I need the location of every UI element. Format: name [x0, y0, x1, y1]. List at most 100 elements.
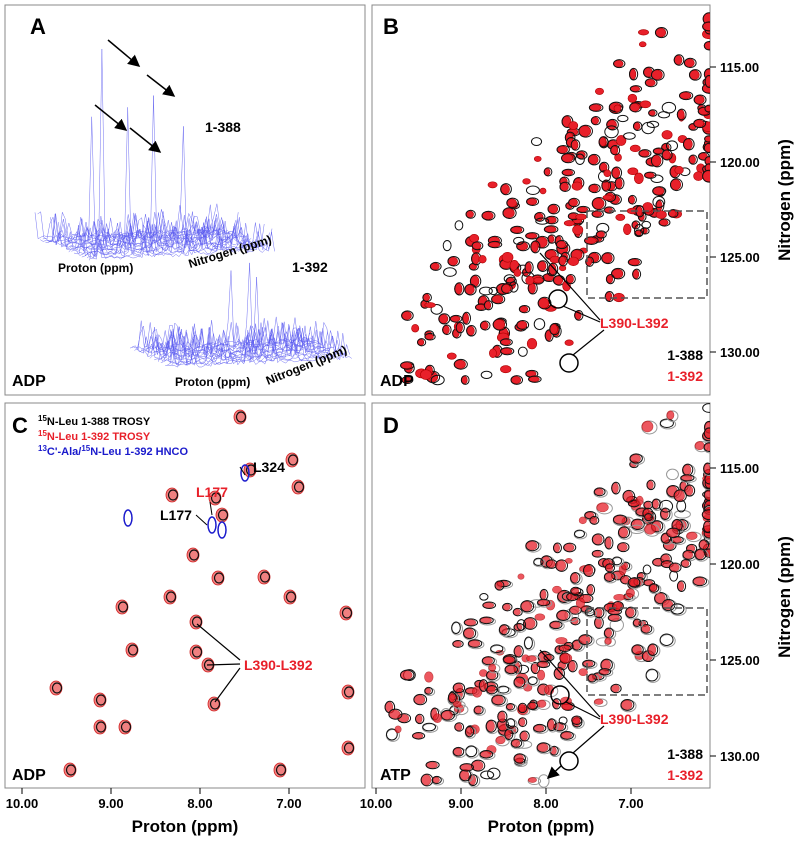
y-tick-label: 115.00	[720, 461, 759, 476]
condition-label: ADP	[12, 767, 46, 784]
peak-contour	[640, 624, 653, 634]
peak-contour	[648, 109, 658, 117]
arrow	[94, 104, 128, 131]
peak-contour	[525, 540, 540, 552]
y-axis-title: Nitrogen (ppm)	[775, 139, 794, 261]
peak-contour	[682, 137, 695, 151]
peak-contour	[631, 644, 644, 656]
highlight-circle	[559, 353, 579, 373]
peak-contour	[191, 646, 203, 658]
peak-contour	[479, 593, 489, 601]
peak-red	[394, 725, 402, 734]
spectrum-trace	[86, 223, 273, 260]
peak-contour	[473, 705, 484, 715]
peak-contour	[425, 760, 440, 770]
pointer-line	[214, 667, 241, 703]
peak-contour	[513, 676, 526, 688]
peak-red	[661, 130, 673, 140]
peak-contour	[648, 583, 660, 593]
peak-contour	[479, 320, 491, 331]
peak-red	[633, 172, 644, 184]
peak-contour	[400, 361, 415, 370]
peak-contour	[397, 713, 412, 724]
y-tick-label: 115.00	[720, 60, 759, 75]
peak-contour	[481, 656, 495, 666]
peak-contour	[604, 125, 619, 139]
peak-contour	[167, 489, 179, 501]
peak-contour	[567, 660, 578, 673]
peak-contour	[513, 622, 525, 632]
peak-red	[527, 777, 537, 783]
peak-contour	[703, 489, 710, 501]
highlight-circle	[559, 751, 579, 771]
legend-entry: 1-388	[667, 746, 703, 762]
peak-contour	[660, 507, 671, 520]
annotation: L390-L392	[600, 711, 669, 727]
axis-label: Proton (ppm)	[58, 261, 133, 275]
peak-contour	[488, 286, 499, 296]
peak-contour	[417, 338, 427, 347]
peak-contour	[611, 267, 626, 280]
peak-contour	[420, 773, 434, 787]
peak-contour	[536, 742, 551, 753]
peak-contour	[165, 591, 177, 603]
peak-contour	[703, 462, 710, 475]
peak-blue	[217, 521, 227, 539]
peak-contour	[605, 274, 615, 285]
peak-contour	[583, 564, 596, 577]
peak-contour	[547, 718, 557, 732]
peak-contour	[518, 717, 528, 728]
peak-contour	[576, 205, 591, 214]
peak-contour	[506, 197, 519, 209]
spectrum-trace	[167, 335, 348, 366]
peak-red	[424, 671, 434, 683]
peak-red	[627, 93, 638, 103]
peak-contour	[558, 644, 572, 653]
annotation: L390-L392	[600, 315, 669, 331]
peak-contour	[578, 124, 593, 138]
peak-contour	[667, 209, 679, 218]
peak-contour	[570, 139, 581, 151]
peak-contour	[483, 300, 494, 311]
peak-contour	[401, 375, 414, 385]
peak-contour	[585, 256, 595, 267]
peak-contour	[481, 210, 496, 221]
peak-contour	[487, 767, 501, 780]
peak-blue	[207, 516, 217, 534]
peak-contour	[578, 634, 593, 646]
legend-entry: 15N-Leu 1-392 TROSY	[38, 429, 151, 443]
peak-contour	[694, 548, 707, 561]
peak-contour	[606, 118, 619, 131]
peak-contour	[644, 171, 657, 179]
peak-contour	[590, 116, 601, 126]
peak-contour	[623, 132, 636, 140]
peak-red	[513, 268, 522, 277]
peak-contour	[659, 418, 674, 428]
peak-contour	[525, 185, 540, 196]
x-tick-label: 9.00	[448, 796, 473, 811]
peak-contour	[519, 730, 530, 742]
peak-blue	[123, 509, 133, 527]
peak-contour	[499, 338, 513, 347]
peak-contour	[500, 347, 515, 356]
peak-contour	[661, 149, 673, 161]
annotation: L177	[196, 484, 228, 500]
peak-contour	[452, 682, 466, 694]
condition-label: ADP	[380, 373, 414, 390]
peak-contour	[513, 753, 526, 764]
peak-contour	[510, 738, 523, 748]
zoom-box	[586, 210, 708, 299]
x-tick-label: 9.00	[98, 796, 123, 811]
peak-contour	[343, 742, 355, 754]
peak-contour	[654, 26, 669, 39]
panel-letter: D	[383, 413, 399, 438]
peak-contour	[530, 240, 541, 254]
peak-contour	[642, 564, 652, 575]
peak-contour	[491, 294, 506, 305]
peak-contour	[467, 639, 483, 648]
peak-contour	[517, 346, 528, 357]
x-tick-label: 10.00	[360, 796, 393, 811]
spectrum-trace	[66, 126, 252, 251]
peak-contour	[500, 183, 512, 196]
pointer-line	[195, 514, 208, 526]
